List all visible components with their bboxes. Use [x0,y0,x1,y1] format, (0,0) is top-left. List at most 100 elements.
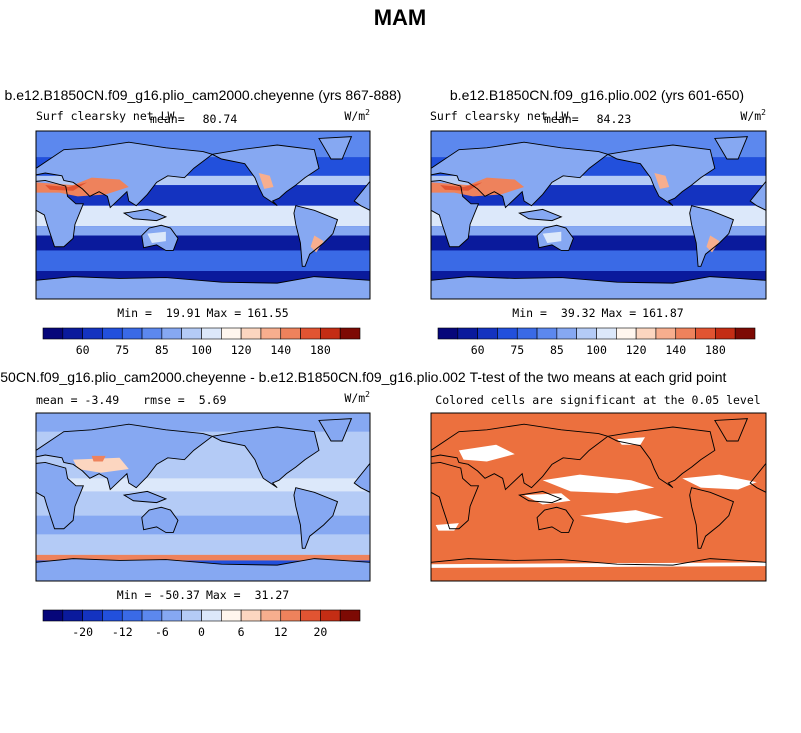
colorbar: 60 75 85 100 120 140 180 [42,327,361,357]
colorbar-box [102,609,123,622]
colorbar-label: 60 [471,343,485,357]
colorbar-box [102,327,123,340]
colorbar-label: 180 [310,343,331,357]
variable: Surf clearsky net LW [36,109,175,123]
panel-title: 50CN.f09_g16.plio_cam2000.cheyenne - b.e… [0,369,466,385]
panel: 50CN.f09_g16.plio_cam2000.cheyenne - b.e… [0,369,466,639]
colorbar-label: 100 [586,343,607,357]
colorbar-box [280,609,301,622]
min-label: Min = [117,588,152,602]
min-max: Min = 19.91 Max = 161.55 [117,306,288,320]
colorbar-box [201,609,222,622]
max-value: 31.27 [255,588,290,602]
colorbar-box [42,609,64,622]
panel: b.e12.B1850CN.f09_g16.plio.002 (yrs 601-… [430,87,767,357]
colorbar-box [734,327,756,340]
colorbar-box [320,327,341,340]
colorbar-box [121,327,143,340]
map [431,131,766,299]
units-exponent: 2 [365,108,370,117]
map-frame [35,412,371,582]
colorbar-box [477,327,498,340]
colorbar-box [516,327,538,340]
colorbar-box [675,327,696,340]
rmse-value: 5.69 [199,393,227,407]
min-value: 19.91 [166,306,201,320]
units-base: W/m [740,109,761,123]
colorbar-box [181,327,202,340]
colorbar-box [556,327,577,340]
map-frame [430,130,767,300]
units: W/m2 [740,108,766,123]
map-frame [35,130,371,300]
colorbar: -20 -12 -6 0 6 12 20 [42,609,361,639]
colorbar-box [62,609,83,622]
colorbar-box [260,609,282,622]
colorbar-label: -20 [72,625,93,639]
colorbar-label: -12 [112,625,133,639]
max-value: 161.87 [642,306,684,320]
colorbar: 60 75 85 100 120 140 180 [437,327,756,357]
colorbar-label: 75 [510,343,524,357]
mean-label: mean= [150,112,185,126]
colorbar-label: -6 [155,625,169,639]
colorbar-box [320,609,341,622]
colorbar-box [62,327,83,340]
units-base: W/m [344,391,365,405]
colorbar-box [339,609,361,622]
variable: Surf clearsky net LW [430,109,569,123]
mean: mean = -3.49 rmse = 5.69 [36,393,226,407]
colorbar-box [536,327,558,340]
max-label: Max = [206,588,241,602]
colorbar-label: 120 [231,343,252,357]
colorbar-box [457,327,478,340]
colorbar-box [260,327,282,340]
colorbar-box [280,327,301,340]
colorbar-box [161,327,182,340]
max-label: Max = [207,306,242,320]
map-frame [430,412,767,582]
colorbar-box [240,327,262,340]
colorbar-box [715,327,736,340]
colorbar-box [616,327,637,340]
colorbar-box [181,609,202,622]
colorbar-label: 12 [274,625,288,639]
colorbar-label: 120 [626,343,647,357]
colorbar-box [82,327,103,340]
colorbar-label: 100 [191,343,212,357]
colorbar-box [437,327,459,340]
colorbar-box [121,609,143,622]
colorbar-box [141,327,163,340]
colorbar-box [240,609,262,622]
colorbar-box [339,327,361,340]
colorbar-box [300,609,321,622]
colorbar-box [695,327,716,340]
colorbar-box [201,327,222,340]
units-exponent: 2 [761,108,766,117]
colorbar-label: 6 [238,625,245,639]
map [36,413,370,581]
colorbar-label: 20 [313,625,327,639]
colorbar-box [221,327,242,340]
max-label: Max = [602,306,637,320]
colorbar-box [82,609,103,622]
colorbar-box [497,327,518,340]
colorbar-box [655,327,677,340]
colorbar-label: 140 [270,343,291,357]
min-label: Min = [117,306,152,320]
min-value: 39.32 [561,306,596,320]
colorbar-label: 140 [665,343,686,357]
mean-label: mean= [544,112,579,126]
map [431,413,766,581]
map [36,131,370,299]
panel: T-test of the two means at each grid poi… [430,369,767,582]
colorbar-box [596,327,617,340]
colorbar-box [300,327,321,340]
panel-title: b.e12.B1850CN.f09_g16.plio_cam2000.cheye… [5,87,402,103]
colorbar-label: 60 [76,343,90,357]
colorbar-box [221,609,242,622]
panel-title: T-test of the two means at each grid poi… [470,369,727,385]
colorbar-box [635,327,657,340]
panel-subtitle: Colored cells are significant at the 0.0… [435,393,760,407]
